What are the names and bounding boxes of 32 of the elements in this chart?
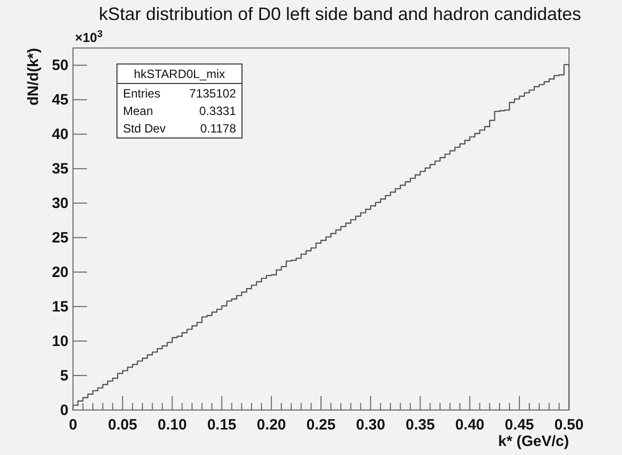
y-tick-label: 40: [52, 126, 68, 143]
text: ×10$^{3}$: [75, 28, 104, 45]
annotation: 7135102: [189, 86, 236, 100]
y-tick-label: 30: [52, 194, 68, 212]
annotation: 0.1178: [200, 122, 236, 136]
x-tick-label: 0.30: [356, 416, 386, 434]
x-axis-title: k* (GeV/c): [498, 433, 569, 450]
x-tick-label: 0.10: [158, 416, 187, 434]
y-tick-label: 15: [52, 298, 68, 316]
chart-title: kStar distribution of D0 left side band and hadron candidates: [98, 4, 582, 24]
annotation: Entries: [123, 86, 160, 100]
y-tick-label: 20: [52, 264, 68, 281]
y-tick-label: 35: [52, 160, 68, 178]
y-tick-label: 5: [60, 367, 68, 384]
y-tick-label: 0: [60, 402, 68, 419]
annotation: hkSTARD0L_mix: [134, 67, 226, 81]
x-tick-label: 0.25: [306, 416, 336, 434]
y-axis-title: dN/d(k*): [25, 48, 42, 106]
x-tick-label: 0.05: [108, 416, 138, 434]
annotation: Std Dev: [123, 122, 166, 136]
annotation: 0.3331: [199, 104, 236, 118]
x-tick-label: 0.45: [504, 416, 534, 434]
annotation: Mean: [123, 104, 154, 118]
y-tick-label: 45: [52, 92, 68, 109]
y-tick-label: 50: [52, 57, 68, 74]
x-tick-label: 0.20: [256, 416, 286, 434]
y-tick-label: 10: [52, 332, 68, 350]
x-tick-label: 0.35: [406, 416, 435, 434]
x-tick-label: 0.15: [207, 416, 236, 434]
x-tick-label: 0.40: [455, 416, 484, 434]
x-tick-label: 0.50: [554, 416, 584, 434]
y-tick-label: 25: [52, 229, 68, 246]
